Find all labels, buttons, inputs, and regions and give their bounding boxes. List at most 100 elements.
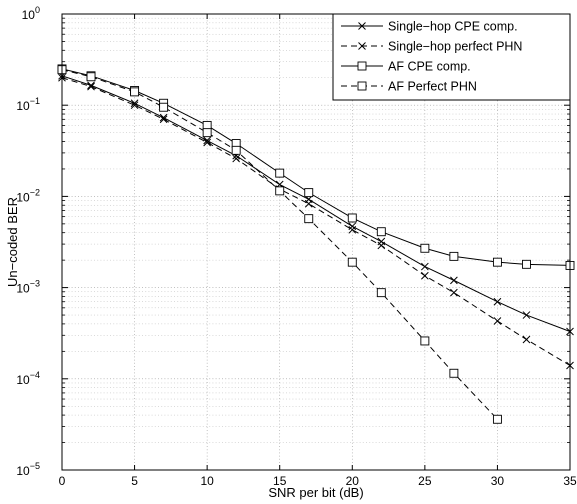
- y-axis-label: Un−coded BER: [5, 197, 20, 287]
- legend-label: Single−hop perfect PHN: [388, 40, 522, 54]
- marker-stroke: [450, 288, 458, 297]
- data-point: [348, 222, 357, 231]
- marker-stroke: [348, 222, 357, 231]
- data-point: [304, 188, 314, 198]
- marker-stroke: [358, 42, 366, 50]
- data-point: [275, 168, 285, 178]
- marker-stroke: [159, 113, 168, 122]
- marker-stroke: [159, 115, 168, 124]
- data-point: [358, 22, 366, 30]
- marker-stroke: [377, 241, 386, 250]
- data-point: [347, 213, 357, 223]
- legend-label: Single−hop CPE comp.: [388, 20, 518, 34]
- y-tick-label: 10−4: [16, 370, 40, 387]
- plot-series: [57, 64, 575, 424]
- data-point: [304, 214, 314, 224]
- y-tick-label: 10−1: [16, 96, 40, 113]
- plot-frame: [61, 13, 571, 471]
- marker-stroke: [130, 99, 139, 108]
- data-point: [203, 136, 211, 145]
- data-point: [231, 145, 241, 155]
- legend-entry: Single−hop CPE comp.: [341, 20, 518, 34]
- x-tick-label: 25: [418, 474, 432, 488]
- x-tick-label: 20: [346, 474, 360, 488]
- legend-entry: AF Perfect PHN: [341, 80, 477, 94]
- marker-stroke: [421, 271, 429, 280]
- data-point: [87, 82, 95, 91]
- legend-entry: Single−hop perfect PHN: [341, 40, 522, 54]
- marker-stroke: [203, 138, 211, 147]
- y-tick-label: 100: [22, 5, 40, 22]
- data-point: [358, 42, 366, 50]
- legend-entry: AF CPE comp.: [341, 60, 471, 74]
- marker-stroke: [232, 154, 241, 163]
- data-point: [347, 257, 357, 267]
- y-tick-label: 10−5: [16, 461, 40, 478]
- x-tick-label: 10: [200, 474, 214, 488]
- x-axis-label: SNR per bit (dB): [268, 485, 363, 500]
- y-tick-label: 10−2: [16, 187, 40, 204]
- data-point: [377, 237, 386, 246]
- data-point: [421, 262, 429, 271]
- data-point: [348, 225, 357, 234]
- marker-stroke: [348, 225, 357, 234]
- series-2: [58, 73, 574, 370]
- legend-label: AF CPE comp.: [388, 60, 471, 74]
- data-point: [450, 288, 458, 297]
- data-point: [420, 336, 430, 346]
- data-point: [357, 81, 367, 91]
- marker-stroke: [493, 317, 502, 325]
- marker-stroke: [358, 22, 366, 30]
- data-point: [159, 113, 168, 122]
- legend: Single−hop CPE comp. Single−hop perfect P…: [332, 13, 571, 101]
- data-point: [159, 102, 169, 112]
- series-line: [61, 77, 571, 366]
- marker-stroke: [377, 237, 386, 246]
- legend-label: AF Perfect PHN: [388, 80, 477, 94]
- data-point: [522, 335, 531, 344]
- data-point: [130, 101, 139, 110]
- marker-stroke: [450, 276, 458, 285]
- data-point: [86, 72, 96, 82]
- data-point: [275, 186, 285, 196]
- x-tick-label: 30: [491, 474, 505, 488]
- y-tick-label: 10−3: [16, 279, 40, 296]
- data-point: [493, 317, 502, 325]
- marker-stroke: [130, 101, 139, 110]
- data-point: [450, 276, 458, 285]
- series-1: [58, 71, 574, 336]
- marker-stroke: [304, 199, 313, 208]
- data-point: [202, 128, 212, 138]
- marker-stroke: [421, 262, 429, 271]
- data-point: [449, 251, 459, 261]
- marker-stroke: [87, 82, 95, 91]
- x-tick-label: 35: [563, 474, 577, 488]
- data-point: [420, 243, 430, 253]
- data-point: [377, 241, 386, 250]
- data-point: [376, 227, 386, 237]
- data-point: [421, 271, 429, 280]
- marker-stroke: [203, 136, 211, 145]
- data-point: [376, 288, 386, 298]
- data-point: [522, 311, 531, 319]
- data-point: [232, 154, 241, 163]
- data-point: [357, 61, 367, 71]
- data-point: [130, 87, 140, 97]
- data-point: [492, 257, 502, 267]
- marker-stroke: [87, 81, 95, 90]
- marker-stroke: [522, 335, 531, 344]
- data-point: [493, 297, 502, 306]
- data-point: [203, 138, 211, 147]
- data-point: [492, 414, 502, 424]
- x-tick-label: 0: [59, 474, 66, 488]
- data-point: [159, 115, 168, 124]
- data-point: [130, 99, 139, 108]
- data-point: [522, 259, 531, 269]
- marker-stroke: [493, 297, 502, 306]
- data-point: [449, 368, 459, 378]
- data-point: [304, 199, 313, 208]
- x-tick-label: 15: [273, 474, 287, 488]
- x-tick-label: 5: [131, 474, 138, 488]
- marker-stroke: [522, 311, 531, 319]
